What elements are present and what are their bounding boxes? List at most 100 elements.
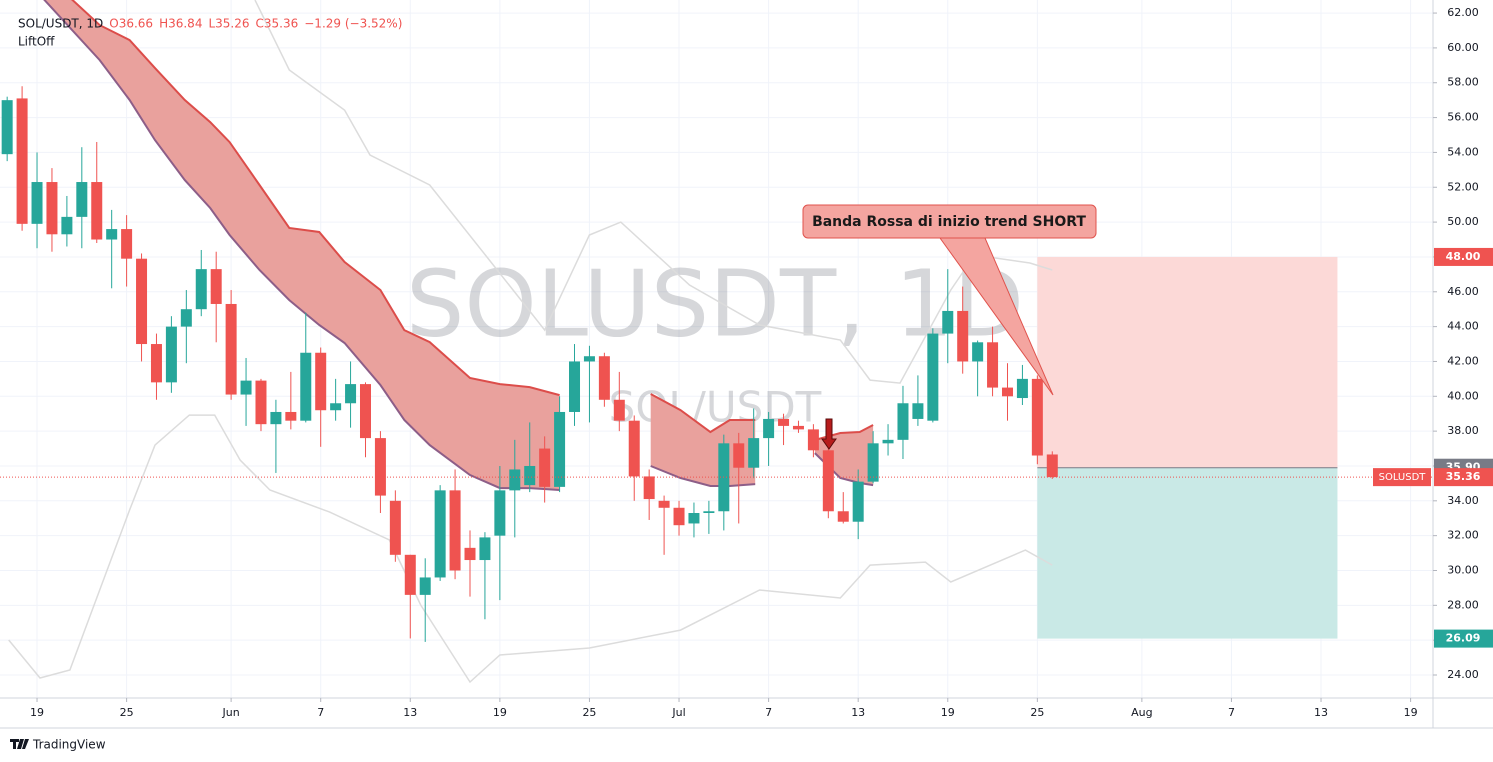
watermark: SOLUSDT, 1D (406, 250, 1024, 357)
candle-body (195, 269, 207, 310)
candle-body (524, 465, 536, 486)
candle-body (942, 310, 954, 334)
x-tick-label: 19 (493, 706, 507, 719)
x-tick-label: Jun (222, 706, 240, 719)
candle-body (464, 547, 476, 561)
candle-body (494, 490, 506, 536)
x-tick-label: 7 (765, 706, 772, 719)
price-label: 26.09 (1446, 632, 1481, 645)
candle-body (31, 182, 43, 224)
signal-arrow (821, 418, 837, 450)
candle-body (76, 182, 88, 217)
candle-body (569, 361, 581, 412)
candle-body (882, 439, 894, 444)
y-tick-label: 24.00 (1447, 668, 1479, 681)
x-tick-label: Aug (1131, 706, 1152, 719)
x-tick-label: 19 (941, 706, 955, 719)
header-value: O36.66 (109, 17, 153, 31)
y-tick-label: 54.00 (1447, 145, 1479, 158)
candle-body (837, 511, 849, 522)
candle-body (106, 229, 118, 240)
y-tick-label: 30.00 (1447, 563, 1479, 576)
y-tick-label: 62.00 (1447, 6, 1479, 19)
position-stop-zone (1037, 256, 1338, 468)
candle-body (613, 399, 625, 421)
candle-body (748, 438, 760, 468)
y-tick-label: 38.00 (1447, 424, 1479, 437)
candle-body (897, 403, 909, 440)
candle-body (912, 403, 924, 419)
candle-body (703, 511, 715, 514)
candle-body (91, 182, 103, 240)
candle-body (419, 577, 431, 595)
x-tick-label: 25 (120, 706, 134, 719)
y-tick-label: 32.00 (1447, 529, 1479, 542)
candle-body (763, 418, 775, 439)
candle-body (165, 326, 177, 383)
candle-body (554, 411, 566, 487)
last-price-bg (1434, 468, 1493, 487)
candle-body (688, 513, 700, 524)
tv-logo (10, 739, 29, 749)
callout-box (802, 204, 1097, 239)
candle-body (61, 216, 73, 235)
candle-body (1031, 378, 1043, 456)
candle-body (1, 100, 13, 155)
y-tick-label: 28.00 (1447, 598, 1479, 611)
candle-body (285, 411, 297, 421)
x-tick-label: 13 (1314, 706, 1328, 719)
candle-body (673, 507, 685, 526)
ribbon-upper (71, 0, 560, 397)
candle-body (987, 342, 999, 388)
candle-body (16, 98, 28, 224)
y-tick-label: 56.00 (1447, 111, 1479, 124)
candle-body (822, 450, 834, 512)
x-tick-label: 19 (1404, 706, 1418, 719)
axes: 24.0026.0028.0030.0032.0034.0036.0038.00… (30, 6, 1493, 719)
last-price-label: 35.36 (1446, 470, 1481, 483)
x-tick-label: 25 (582, 706, 596, 719)
y-tick-label: 58.00 (1447, 76, 1479, 89)
y-tick-label: 40.00 (1447, 389, 1479, 402)
y-tick-label: 34.00 (1447, 494, 1479, 507)
price-label-bg (1434, 629, 1493, 648)
indicator-name: LiftOff (18, 35, 55, 49)
x-tick-label: 25 (1030, 706, 1044, 719)
candle-body (46, 182, 58, 235)
overlay: Banda Rossa di inizio trend SHORT (802, 204, 1097, 450)
candle-body (1016, 378, 1028, 399)
candle-body (658, 500, 670, 508)
x-tick-label: 7 (1228, 706, 1235, 719)
candle-body (345, 384, 357, 404)
candle-body (374, 438, 386, 496)
candle-body (927, 333, 939, 421)
candle-body (449, 490, 461, 571)
x-tick-label: 7 (317, 706, 324, 719)
candle-body (270, 411, 282, 425)
candle-body (359, 384, 371, 439)
candle-body (210, 269, 222, 304)
candle-body (1001, 387, 1013, 397)
ribbon-upper (650, 393, 756, 434)
symbol-label-bg (1373, 468, 1431, 487)
y-tick-label: 42.00 (1447, 354, 1479, 367)
candle-body (404, 554, 416, 595)
header-value: H36.84 (159, 17, 202, 31)
chart-title: SOL/USDT, 1D (18, 17, 103, 31)
candle-body (852, 481, 864, 522)
candle-body (628, 420, 640, 477)
candle-body (479, 537, 491, 561)
candle-body (315, 352, 327, 411)
candle-body (136, 258, 148, 345)
x-tick-label: 19 (30, 706, 44, 719)
watermark-symbol: SOL/USDT (609, 383, 822, 432)
candle-body (583, 356, 595, 362)
header-value: L35.26 (208, 17, 249, 31)
candle-body (330, 403, 342, 411)
candle-body (300, 352, 312, 421)
candle-body (121, 229, 133, 259)
candle-body (733, 443, 745, 468)
y-tick-label: 46.00 (1447, 285, 1479, 298)
